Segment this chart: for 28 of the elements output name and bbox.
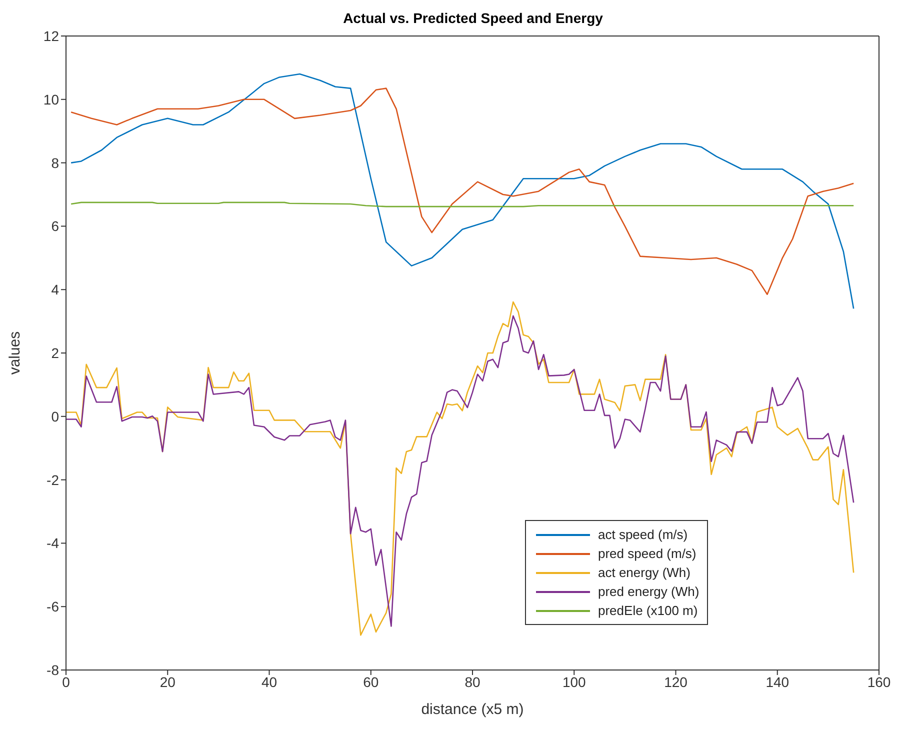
legend-label: pred energy (Wh)	[598, 584, 700, 599]
y-tick-label: 2	[51, 344, 60, 361]
x-tick-label: 120	[664, 674, 688, 690]
y-axis-title: values	[6, 331, 24, 375]
x-tick-label: 40	[261, 674, 278, 690]
y-tick-label: -4	[46, 535, 60, 552]
x-axis-title: distance (x5 m)	[421, 701, 524, 718]
legend-label: act energy (Wh)	[598, 565, 690, 580]
x-tick-label: 80	[464, 674, 480, 690]
y-tick-label: 12	[43, 28, 60, 44]
y-tick-label: 6	[51, 218, 60, 234]
chart-title: Actual vs. Predicted Speed and Energy	[342, 10, 604, 26]
legend-label: act speed (m/s)	[598, 527, 688, 542]
x-tick-label: 60	[363, 674, 379, 690]
x-tick-label: 20	[160, 674, 176, 690]
x-tick-label: 160	[867, 674, 891, 690]
x-tick-label: 0	[62, 674, 70, 690]
y-tick-label: -6	[46, 598, 60, 615]
legend-label: predEle (x100 m)	[598, 603, 698, 618]
x-tick-label: 140	[766, 674, 790, 690]
y-tick-label: -8	[46, 662, 60, 678]
legend-label: pred speed (m/s)	[598, 546, 696, 561]
y-tick-label: 0	[51, 408, 60, 424]
y-tick-label: 10	[43, 91, 60, 108]
y-tick-label: 8	[51, 154, 60, 171]
y-tick-label: 4	[51, 282, 60, 298]
x-tick-label: 100	[562, 674, 586, 690]
y-tick-label: -2	[46, 472, 60, 488]
